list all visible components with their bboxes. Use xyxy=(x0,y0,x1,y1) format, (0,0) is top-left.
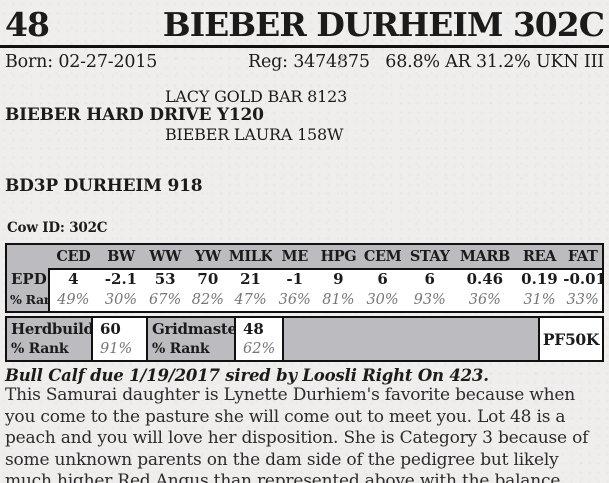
epd-rank: 36% xyxy=(468,292,501,308)
epd-rank: 93% xyxy=(413,292,446,308)
epd-col-header: WW xyxy=(149,248,182,265)
epd-value: 70 xyxy=(197,270,219,288)
epd-rank: 31% xyxy=(523,292,556,308)
cow-id-value: 302C xyxy=(69,220,108,236)
epd-value: 6 xyxy=(377,270,388,288)
herdbuilder-label: Herdbuilder xyxy=(11,320,111,338)
herdbuilder-value-cell: 60 91% xyxy=(91,318,148,360)
epd-table: CED BW WW YW MILK ME HPG CEM STAY MARB R… xyxy=(5,243,604,313)
cow-id: Cow ID: 302C xyxy=(7,220,108,236)
gridmaster-value: 48 xyxy=(243,320,264,338)
herdbuilder-value: 60 xyxy=(100,320,121,338)
epd-rank: 30% xyxy=(104,292,138,308)
gridmaster-label-cell: Gridmaster % Rank xyxy=(148,318,245,360)
epd-value: 53 xyxy=(154,270,176,288)
animal-name: BIEBER DURHEIM 302C xyxy=(162,5,605,44)
epd-col-header: FAT xyxy=(567,248,598,265)
epd-corner-cell xyxy=(7,245,48,268)
pedigree-sire-sire: LACY GOLD BAR 8123 xyxy=(165,87,348,106)
epd-col-header: CEM xyxy=(363,248,402,265)
header-divider xyxy=(0,45,609,48)
epd-value: 21 xyxy=(240,270,261,288)
pedigree-sire: BIEBER HARD DRIVE Y120 xyxy=(5,105,264,125)
epd-rank: 30% xyxy=(366,292,399,308)
epd-data-panel xyxy=(48,268,602,311)
lot-header: 48 BIEBER DURHEIM 302C xyxy=(0,2,609,45)
epd-value: 9 xyxy=(333,270,344,288)
epd-value: -0.01 xyxy=(563,270,602,288)
pedigree-dam: BD3P DURHEIM 918 xyxy=(5,176,203,196)
reg-value: 3474875 xyxy=(293,52,370,72)
gridmaster-rank: 62% xyxy=(243,341,276,357)
lot-number: 48 xyxy=(5,5,50,44)
epd-value: 0.46 xyxy=(466,270,504,288)
gridmaster-rank-label: % Rank xyxy=(152,341,210,357)
born-value: 02-27-2015 xyxy=(58,52,158,72)
born-label: Born: xyxy=(5,52,53,72)
epd-col-header: REA xyxy=(522,248,557,265)
epd-rank: 81% xyxy=(322,292,355,308)
index-table-spacer xyxy=(284,318,538,360)
epd-rank: 33% xyxy=(566,292,599,308)
epd-col-header: CED xyxy=(56,248,91,265)
epd-value: -1 xyxy=(286,270,304,288)
gridmaster-label: Gridmaster xyxy=(152,320,245,338)
reg-label: Reg: xyxy=(248,52,288,72)
epd-row-label: EPD xyxy=(11,270,47,288)
herdbuilder-rank-label: % Rank xyxy=(11,341,69,357)
herdbuilder-label-cell: Herdbuilder % Rank xyxy=(7,318,111,360)
registration-number: Reg: 3474875 xyxy=(248,52,370,72)
epd-col-header: STAY xyxy=(409,248,450,265)
birth-date: Born: 02-27-2015 xyxy=(5,52,157,72)
epd-col-header: ME xyxy=(281,248,309,265)
epd-grid: CED BW WW YW MILK ME HPG CEM STAY MARB R… xyxy=(7,245,602,311)
epd-rank: 36% xyxy=(278,292,311,308)
epd-value: 4 xyxy=(68,270,79,288)
epd-rank: 47% xyxy=(234,292,267,308)
epd-rank: 49% xyxy=(57,292,90,308)
breed-composition: 68.8% AR 31.2% UKN III xyxy=(385,52,604,72)
epd-rank: 82% xyxy=(191,292,224,308)
pedigree-sire-dam: BIEBER LAURA 158W xyxy=(165,125,344,144)
epd-col-header: BW xyxy=(107,248,135,265)
breeding-note: Bull Calf due 1/19/2017 sired by Loosli … xyxy=(5,366,489,385)
epd-col-header: HPG xyxy=(320,248,357,265)
herdbuilder-rank: 91% xyxy=(100,341,133,357)
epd-value: 0.19 xyxy=(521,270,558,288)
epd-value: 6 xyxy=(424,270,435,288)
epd-col-header: YW xyxy=(194,248,221,265)
index-table: Herdbuilder % Rank 60 91% Gridmaster % R… xyxy=(5,316,604,362)
epd-rank-row-label: % Rank xyxy=(10,292,48,307)
epd-col-header: MARB xyxy=(459,248,510,265)
lot-description: This Samurai daughter is Lynette Durhiem… xyxy=(5,385,589,483)
epd-value: -2.1 xyxy=(104,270,138,288)
vitals-divider: / xyxy=(338,52,344,72)
epd-col-header: MILK xyxy=(228,248,273,265)
epd-rank: 67% xyxy=(149,292,182,308)
pf50k-badge: PF50K xyxy=(538,318,602,360)
cow-id-label: Cow ID: xyxy=(7,220,65,236)
gridmaster-value-cell: 48 62% xyxy=(234,318,284,360)
